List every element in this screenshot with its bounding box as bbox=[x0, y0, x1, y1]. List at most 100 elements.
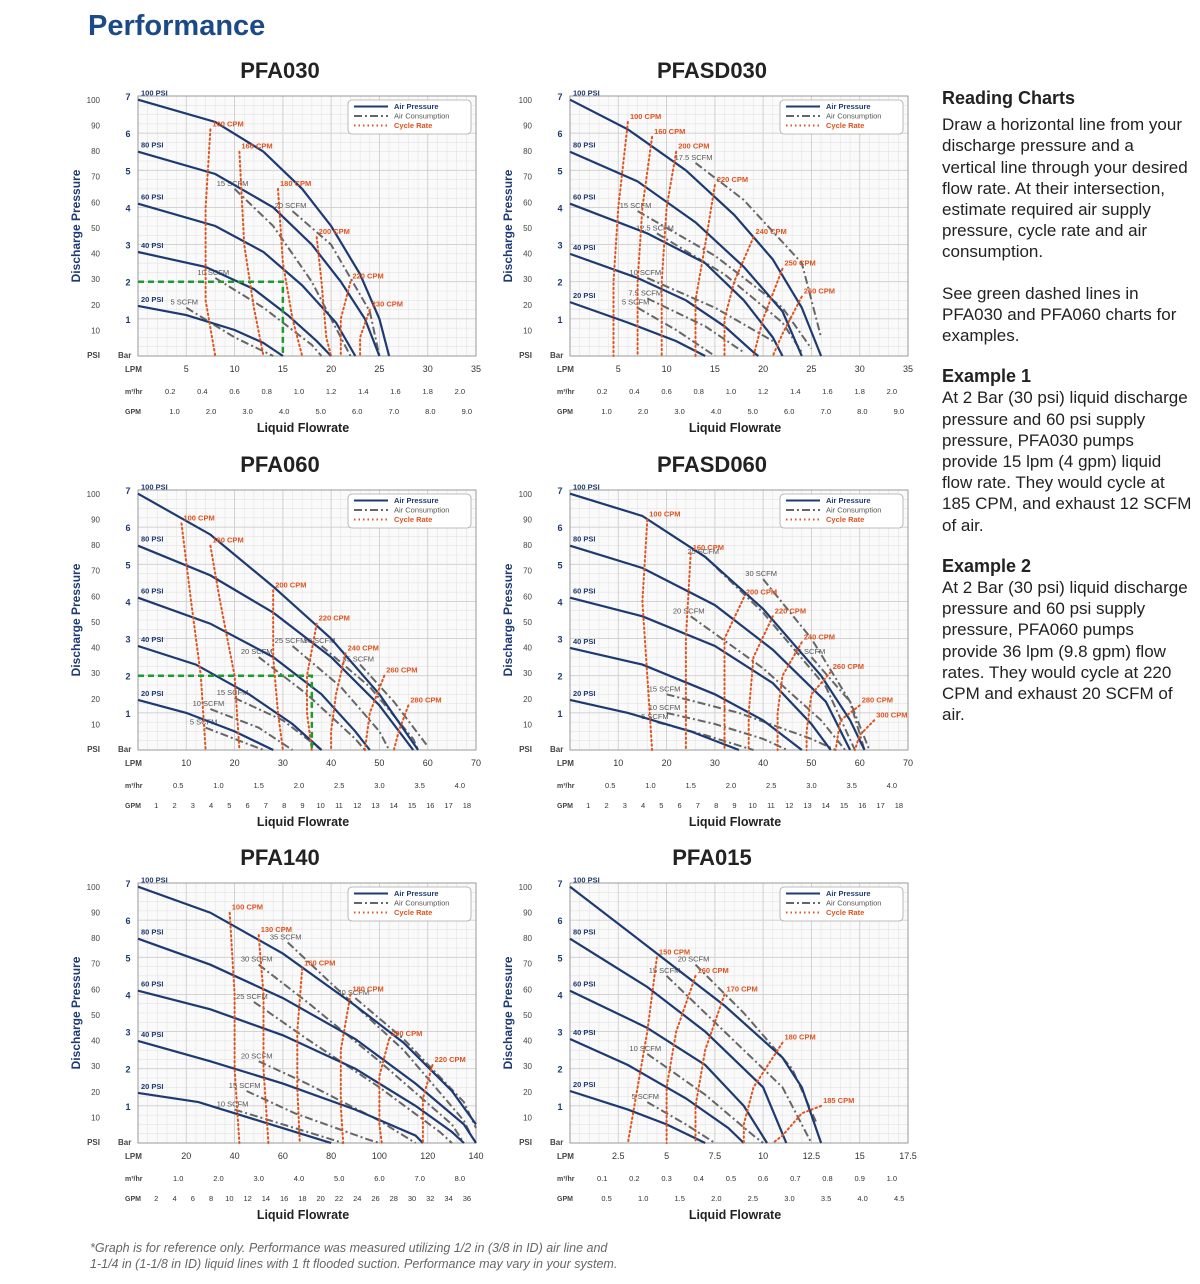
air-consumption-curve bbox=[291, 210, 381, 357]
x-tick-label: 80 bbox=[326, 1151, 336, 1161]
air-consumption-curve bbox=[646, 297, 745, 354]
x-tick-label: 25 bbox=[374, 364, 384, 374]
air-pressure-label: 80 PSI bbox=[141, 928, 164, 937]
bar-unit-label: Bar bbox=[550, 1138, 563, 1147]
x-tick-label: 40 bbox=[326, 758, 336, 768]
cycle-rate-label: 100 CPM bbox=[212, 119, 243, 128]
cycle-rate-curve bbox=[694, 993, 726, 1144]
air-pressure-label: 80 PSI bbox=[573, 141, 596, 150]
gpm-tick-label: 26 bbox=[371, 1194, 379, 1203]
bar-tick-label: 5 bbox=[557, 953, 562, 963]
psi-tick-label: 60 bbox=[523, 198, 532, 207]
bar-tick-label: 3 bbox=[125, 241, 130, 251]
gpm-tick-label: 36 bbox=[463, 1194, 471, 1203]
gpm-tick-label: 2 bbox=[604, 801, 608, 810]
air-pressure-curve bbox=[137, 98, 391, 357]
m3-tick-label: 0.2 bbox=[597, 387, 607, 396]
m3-tick-label: 0.1 bbox=[597, 1174, 607, 1183]
gpm-tick-label: 2.0 bbox=[711, 1194, 721, 1203]
psi-tick-label: 80 bbox=[91, 147, 100, 156]
m3-tick-label: 0.6 bbox=[758, 1174, 768, 1183]
page-title: Performance bbox=[88, 10, 266, 42]
cycle-rate-label: 220 CPM bbox=[435, 1055, 466, 1064]
bar-tick-label: 6 bbox=[557, 916, 562, 926]
air-consumption-label: 10 SCFM bbox=[197, 268, 229, 277]
m3-tick-label: 1.2 bbox=[758, 387, 768, 396]
psi-tick-label: 50 bbox=[523, 618, 532, 627]
gpm-tick-label: 3.0 bbox=[674, 407, 684, 416]
cycle-rate-label: 260 CPM bbox=[804, 287, 835, 296]
air-pressure-curve bbox=[137, 1039, 424, 1144]
air-pressure-curve bbox=[569, 646, 803, 751]
psi-tick-label: 90 bbox=[523, 909, 532, 918]
x-axis-label: Liquid Flowrate bbox=[689, 421, 781, 435]
m3-tick-label: 0.5 bbox=[173, 781, 183, 790]
air-pressure-curve bbox=[137, 596, 371, 751]
m3-tick-label: 0.7 bbox=[790, 1174, 800, 1183]
plot-frame bbox=[137, 95, 477, 357]
psi-tick-label: 70 bbox=[91, 173, 100, 182]
chart-svg: Discharge Pressure 10 20 30 40 50 60 70 80 90 100 1… bbox=[501, 876, 917, 1222]
gpm-tick-label: 2.5 bbox=[748, 1194, 758, 1203]
psi-unit-label: PSI bbox=[87, 1138, 100, 1147]
air-consumption-label: 15 SCFM bbox=[229, 1081, 261, 1090]
x-tick-label: 10 bbox=[758, 1151, 768, 1161]
gpm-tick-label: 13 bbox=[803, 801, 811, 810]
m3-tick-label: 0.4 bbox=[197, 387, 207, 396]
air-consumption-label: 20 SCFM bbox=[678, 955, 710, 964]
example-2: Example 2 At 2 Bar (30 psi) liquid disch… bbox=[942, 556, 1192, 726]
air-consumption-label: 10 SCFM bbox=[217, 1100, 249, 1109]
m3-tick-label: 0.6 bbox=[661, 387, 671, 396]
psi-tick-label: 50 bbox=[91, 1011, 100, 1020]
gpm-tick-label: 22 bbox=[335, 1194, 343, 1203]
reading-note: See green dashed lines in PFA030 and PFA… bbox=[942, 283, 1177, 346]
psi-tick-label: 30 bbox=[523, 669, 532, 678]
x-tick-label: 20 bbox=[326, 364, 336, 374]
gpm-tick-label: 9 bbox=[732, 801, 736, 810]
x-tick-label: 70 bbox=[471, 758, 481, 768]
m3-unit-label: m³/hr bbox=[125, 1176, 143, 1183]
gpm-tick-label: 2.0 bbox=[206, 407, 216, 416]
y-axis-label: Discharge Pressure bbox=[501, 169, 515, 282]
psi-tick-label: 100 bbox=[519, 883, 533, 892]
m3-tick-label: 0.2 bbox=[629, 1174, 639, 1183]
gpm-tick-label: 2 bbox=[154, 1194, 158, 1203]
psi-tick-label: 40 bbox=[91, 250, 100, 259]
psi-tick-label: 100 bbox=[87, 490, 101, 499]
m3-tick-label: 0.4 bbox=[629, 387, 639, 396]
gpm-tick-label: 12 bbox=[243, 1194, 251, 1203]
m3-tick-label: 5.0 bbox=[334, 1174, 344, 1183]
psi-tick-label: 60 bbox=[91, 985, 100, 994]
bar-unit-label: Bar bbox=[118, 745, 131, 754]
gpm-tick-label: 4 bbox=[172, 1194, 176, 1203]
gpm-tick-label: 11 bbox=[767, 801, 775, 810]
air-pressure-curve bbox=[569, 301, 706, 357]
m3-tick-label: 1.0 bbox=[887, 1174, 897, 1183]
air-pressure-curve bbox=[137, 492, 420, 751]
cycle-rate-label: 280 CPM bbox=[862, 695, 893, 704]
gpm-tick-label: 16 bbox=[858, 801, 866, 810]
psi-tick-label: 20 bbox=[523, 695, 532, 704]
cycle-rate-curve bbox=[752, 267, 784, 357]
air-pressure-label: 40 PSI bbox=[573, 1028, 596, 1037]
cycle-rate-label: 260 CPM bbox=[386, 666, 417, 675]
example-2-title: Example 2 bbox=[942, 555, 1032, 576]
psi-tick-label: 50 bbox=[91, 224, 100, 233]
chart-svg: Discharge Pressure 10 20 30 40 50 60 70 80 90 100 1… bbox=[69, 483, 481, 829]
cycle-rate-curve bbox=[771, 1104, 823, 1144]
air-pressure-label: 80 PSI bbox=[573, 928, 596, 937]
cycle-rate-curve bbox=[339, 280, 352, 357]
bar-tick-label: 5 bbox=[125, 560, 130, 570]
air-pressure-curve bbox=[569, 989, 768, 1144]
psi-tick-label: 90 bbox=[91, 909, 100, 918]
air-consumption-label: 15 SCFM bbox=[620, 201, 652, 210]
air-pressure-curve bbox=[137, 202, 357, 357]
air-consumption-label: 17.5 SCFM bbox=[675, 153, 713, 162]
gpm-tick-label: 7 bbox=[696, 801, 700, 810]
legend-label: Cycle Rate bbox=[826, 908, 864, 917]
gpm-tick-label: 1.5 bbox=[675, 1194, 685, 1203]
air-pressure-label: 80 PSI bbox=[573, 535, 596, 544]
